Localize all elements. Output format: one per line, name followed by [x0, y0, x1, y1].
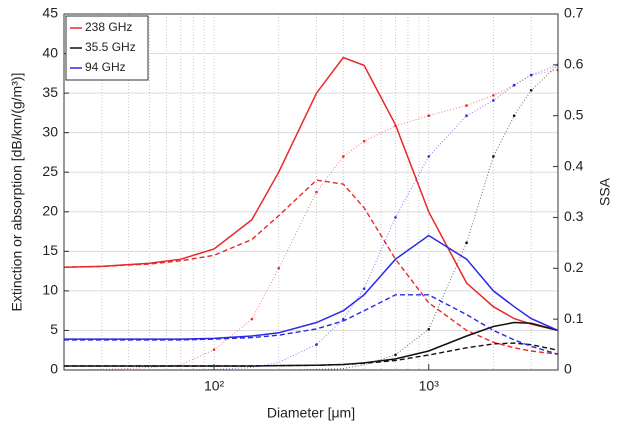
- ssa-marker: [492, 155, 495, 158]
- absorption-line: [64, 179, 558, 355]
- y-tick-label: 20: [42, 202, 58, 218]
- y2-tick-label: 0.3: [564, 208, 584, 224]
- ssa-marker: [529, 88, 533, 92]
- y2-tick-label: 0.1: [564, 310, 584, 326]
- ssa-marker: [529, 73, 533, 77]
- y-tick-label: 10: [42, 282, 58, 298]
- ssa-marker: [465, 241, 468, 245]
- plot-area: [64, 56, 558, 370]
- ssa-marker: [512, 114, 516, 118]
- y2-axis-label: SSA: [597, 177, 613, 206]
- ssa-marker: [394, 216, 397, 219]
- y-tick-label: 0: [50, 361, 58, 377]
- y2-tick-label: 0.5: [564, 106, 584, 122]
- ssa-marker: [315, 190, 318, 194]
- x-tick-label: 10²: [204, 378, 225, 394]
- absorption-line: [64, 342, 558, 367]
- y2-tick-label: 0: [564, 361, 572, 377]
- y-tick-label: 45: [42, 5, 58, 21]
- extinction-line: [64, 234, 558, 340]
- y2-tick-label: 0.4: [564, 157, 584, 173]
- ssa-marker: [465, 104, 468, 107]
- ssa-marker: [342, 155, 345, 158]
- ssa-marker: [492, 94, 495, 97]
- ssa-marker: [315, 343, 318, 346]
- plot-frame: [63, 13, 559, 371]
- ssa-marker: [394, 353, 397, 357]
- ssa-marker: [465, 114, 468, 118]
- x-axis-label: Diameter [μm]: [267, 405, 355, 421]
- y-tick-label: 25: [42, 163, 58, 179]
- y-tick-label: 5: [50, 321, 58, 337]
- ssa-marker: [250, 317, 254, 321]
- ssa-marker: [342, 317, 345, 321]
- x-tick-label: 10³: [419, 378, 440, 394]
- y2-tick-label: 0.2: [564, 259, 584, 275]
- extinction-line: [64, 56, 558, 332]
- legend-label: 238 GHz: [85, 20, 132, 34]
- absorption-line: [64, 294, 558, 355]
- ssa-marker: [277, 266, 280, 270]
- ssa-marker: [362, 139, 366, 143]
- y-tick-label: 30: [42, 123, 58, 139]
- y-tick-label: 15: [42, 242, 58, 258]
- ssa-marker: [427, 328, 431, 331]
- ssa-marker: [212, 348, 216, 351]
- ssa-marker: [427, 114, 431, 118]
- ssa-line: [64, 64, 558, 370]
- ssa-marker: [427, 155, 431, 158]
- legend-label: 94 GHz: [85, 60, 126, 74]
- y-tick-label: 40: [42, 44, 58, 60]
- ssa-marker: [512, 83, 516, 87]
- y2-tick-label: 0.6: [564, 56, 584, 72]
- extinction-line: [64, 321, 558, 367]
- ssa-marker: [362, 287, 366, 290]
- legend-label: 35.5 GHz: [85, 40, 136, 54]
- y-axis-label: Extinction or absorption [dB/km/(g/m³)]: [9, 73, 25, 312]
- y-tick-label: 35: [42, 84, 58, 100]
- ssa-marker: [492, 99, 495, 102]
- y2-tick-label: 0.7: [564, 5, 584, 21]
